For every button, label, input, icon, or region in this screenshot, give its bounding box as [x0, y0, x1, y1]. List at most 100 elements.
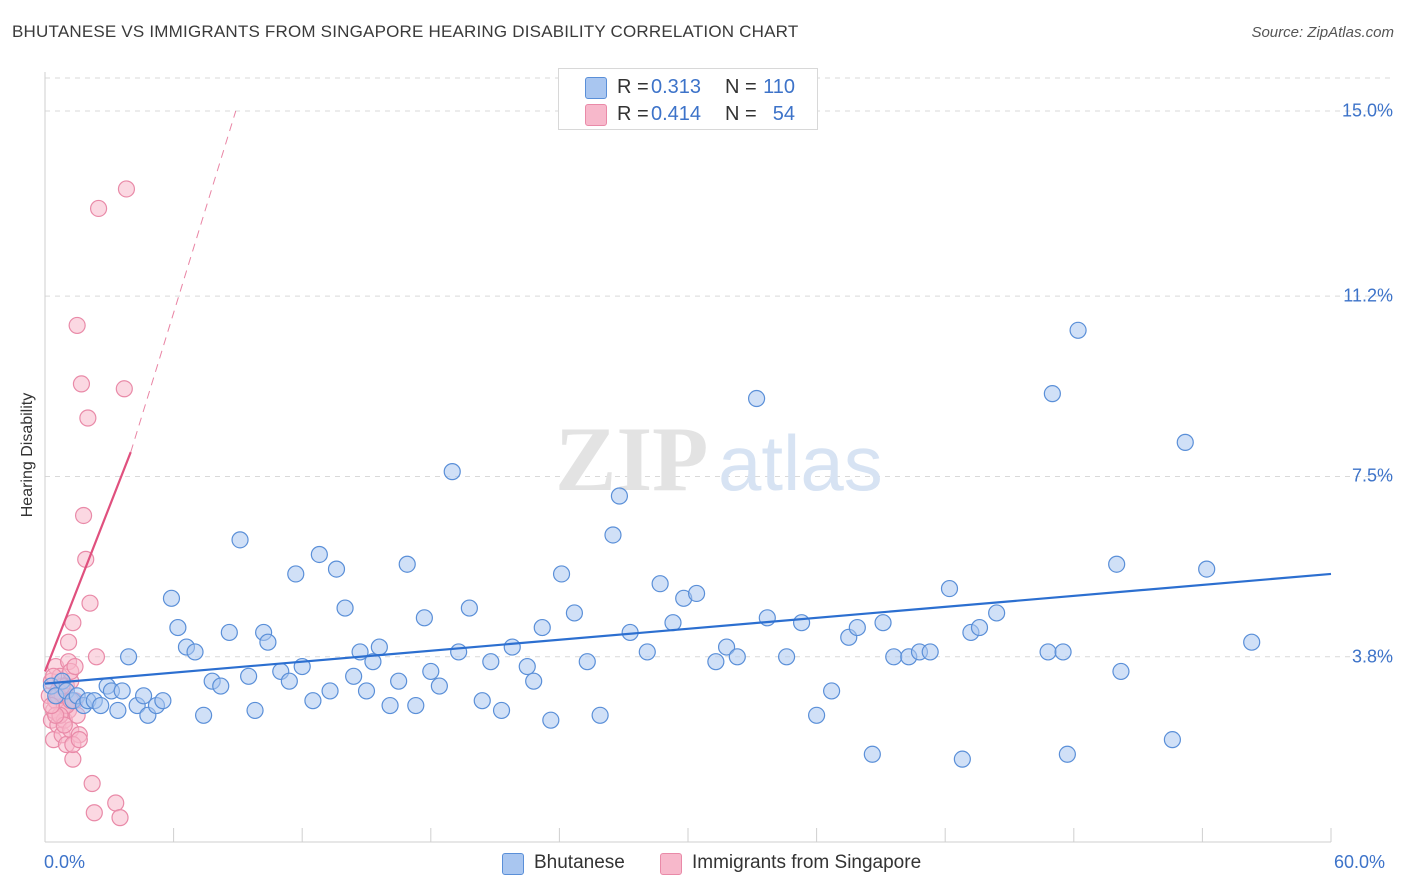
y-axis-label: Hearing Disability: [19, 392, 36, 518]
bhutanese-point: [195, 706, 213, 724]
bhutanese-point: [578, 653, 596, 671]
watermark: ZIP atlas: [555, 408, 883, 510]
bhutanese-point: [728, 648, 746, 666]
bhutanese-point: [186, 643, 204, 661]
bhutanese-point: [336, 599, 354, 617]
bhutanese-point: [364, 653, 382, 671]
bhutanese-point: [473, 692, 491, 710]
series-immigrants-singapore-points: [40, 180, 136, 827]
bhutanese-point: [707, 653, 725, 671]
bhutanese-point: [953, 750, 971, 768]
bhutanese-point: [287, 565, 305, 583]
bhutanese-point: [542, 711, 560, 729]
singapore-trend-extension: [130, 110, 237, 453]
legend-label-bhutanese: Bhutanese: [534, 852, 625, 873]
bhutanese-point: [398, 555, 416, 573]
series-bhutanese-points: [42, 321, 1261, 768]
singapore-point: [85, 804, 103, 822]
bhutanese-point: [310, 545, 328, 564]
singapore-point: [81, 594, 99, 612]
singapore-point: [107, 794, 125, 812]
bhutanese-point: [717, 638, 736, 656]
bhutanese-point: [259, 633, 277, 651]
bhutanese-point: [638, 643, 656, 661]
bhutanese-point: [162, 589, 181, 607]
bhutanese-point: [503, 638, 521, 656]
legend-row-singapore: R = 0.414 N = 54: [559, 101, 817, 127]
singapore-point: [111, 809, 129, 827]
bhutanese-point: [345, 667, 363, 685]
bhutanese-point: [807, 706, 826, 724]
correlation-legend: R = 0.313 N = 110 R = 0.414 N = 54: [558, 68, 818, 130]
singapore-point: [66, 657, 84, 676]
bhutanese-point: [1054, 643, 1072, 661]
bhutanese-point: [321, 682, 339, 700]
legend-r-value: 0.313: [651, 76, 702, 98]
watermark-atlas: atlas: [718, 419, 883, 507]
bhutanese-point: [518, 657, 536, 676]
bhutanese-point: [154, 692, 172, 710]
singapore-point: [87, 648, 106, 666]
source-credit: Source: ZipAtlas.com: [1251, 24, 1394, 41]
bhutanese-point: [357, 682, 376, 700]
bhutanese-point: [610, 487, 629, 505]
singapore-point: [68, 316, 86, 335]
bhutanese-point: [533, 618, 551, 637]
bhutanese-point: [422, 662, 440, 681]
singapore-point: [83, 774, 101, 793]
singapore-point: [79, 409, 97, 427]
bhutanese-point: [280, 672, 298, 690]
bhutanese-point: [1163, 731, 1181, 749]
bhutanese-point: [212, 677, 230, 695]
singapore-point: [115, 380, 133, 398]
bhutanese-point: [777, 648, 796, 666]
bhutanese-point: [1069, 321, 1087, 339]
bhutanese-point: [1058, 745, 1076, 763]
legend-r-label: R =: [617, 103, 649, 125]
singapore-trend-line: [43, 451, 132, 672]
bhutanese-point: [921, 643, 939, 661]
legend-r-label: R =: [617, 76, 649, 98]
chart-title: BHUTANESE VS IMMIGRANTS FROM SINGAPORE H…: [12, 22, 799, 41]
bhutanese-point: [92, 696, 110, 715]
bhutanese-point: [134, 687, 153, 705]
y-tick-label: 7.5%: [1351, 465, 1393, 486]
bhutanese-point: [604, 526, 622, 544]
bhutanese-point: [109, 701, 127, 720]
bhutanese-point: [863, 745, 881, 763]
bhutanese-point: [381, 696, 399, 715]
y-tick-label: 15.0%: [1341, 100, 1393, 121]
bhutanese-point: [1108, 555, 1126, 573]
bhutanese-point: [792, 614, 811, 632]
x-tick-label-max: 60.0%: [1334, 852, 1386, 872]
bhutanese-point: [687, 584, 706, 603]
legend-n-label: N =: [725, 76, 757, 98]
bhutanese-point: [664, 614, 682, 632]
bhutanese-point: [1243, 633, 1261, 651]
singapore-point: [70, 731, 88, 749]
bhutanese-point: [747, 389, 766, 408]
bhutanese-point: [885, 648, 903, 666]
x-tick-label-min: 0.0%: [44, 852, 86, 872]
bhutanese-point: [240, 667, 258, 685]
legend-n-value: 110: [763, 76, 795, 98]
bhutanese-point: [246, 701, 264, 720]
legend-label-singapore: Immigrants from Singapore: [692, 852, 922, 873]
trend-lines: [43, 110, 1332, 685]
axes: [44, 72, 1332, 843]
legend-swatch-blue: [585, 77, 607, 99]
legend-swatch-blue: [502, 853, 524, 875]
singapore-point: [59, 633, 78, 651]
legend-swatch-pink: [660, 853, 682, 875]
bhutanese-point: [988, 604, 1006, 622]
singapore-point: [89, 199, 108, 218]
legend-r-value: 0.414: [651, 103, 702, 125]
bhutanese-point: [874, 614, 892, 632]
bhutanese-point: [1043, 385, 1061, 403]
legend-n-value: 54: [772, 103, 795, 125]
bhutanese-point: [565, 604, 584, 622]
bhutanese-point: [430, 677, 448, 695]
bhutanese-point: [390, 672, 408, 690]
bhutanese-point: [848, 618, 866, 637]
